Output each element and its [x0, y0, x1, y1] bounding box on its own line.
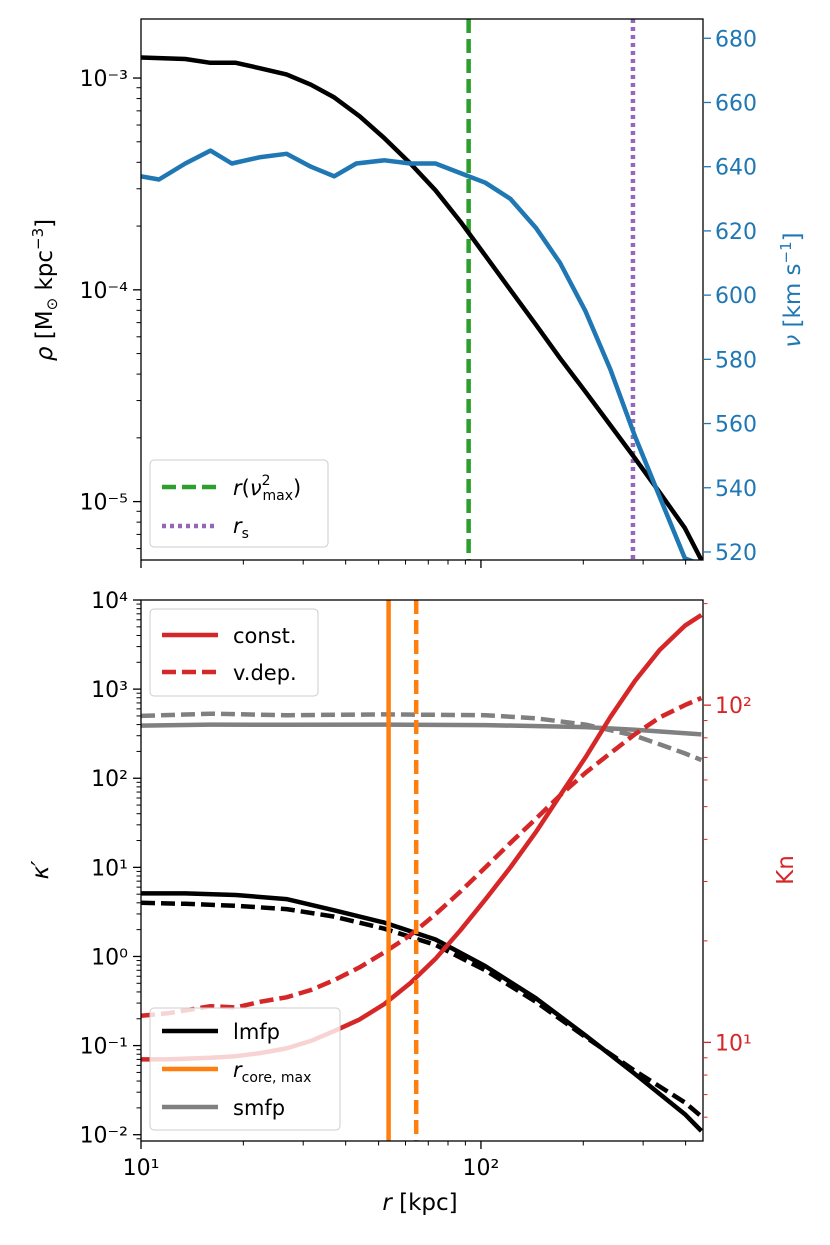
bottom-y2-ticks: 10¹ 10² [703, 603, 752, 1118]
legend-label-smfp: smfp [233, 1096, 285, 1120]
top-y2-tick-label: 680 [715, 27, 757, 52]
top-y2label: ν [km s−1] [777, 232, 806, 347]
top-y-tick-label: 10⁻⁵ [80, 491, 128, 516]
smfp-v-dep-line [141, 711, 703, 763]
bottom-y-tick-label: 10⁻¹ [80, 1035, 128, 1060]
x-axis-label: r [kpc] [382, 1190, 457, 1216]
bottom-ylabel: κ′ [28, 860, 54, 880]
bottom-y-ticks: 10⁴ 10³ 10² 10¹ 10⁰ 10⁻¹ 10⁻² [80, 589, 141, 1149]
bottom-panel: 10¹ 10² 10⁴ 10³ 10² 10¹ 10⁰ 10⁻¹ 10⁻² 10¹ 10² κ′… [28, 589, 799, 1216]
top-y2-tick-label: 660 [715, 91, 757, 116]
bottom-legend-mfp: lmfp rcore, max smfp [149, 1007, 341, 1131]
legend-label-rcore: rcore, max [233, 1058, 311, 1086]
bottom-x-ticks: 10¹ 10² [123, 1141, 687, 1181]
bottom-y2label: Kn [773, 855, 799, 885]
smfp-const-line [141, 722, 702, 737]
top-y2-tick-label: 620 [715, 220, 757, 245]
top-y-ticks: 10⁻³ 10⁻⁴ 10⁻⁵ [80, 67, 141, 550]
top-y2-tick-label: 540 [715, 477, 757, 502]
top-y2-tick-label: 600 [715, 284, 757, 309]
top-y2-tick-label: 520 [715, 541, 757, 566]
legend-label-const: const. [233, 624, 297, 648]
top-y2-tick-label: 640 [715, 156, 757, 181]
bottom-legend-kn: const. v.dep. [149, 608, 319, 697]
bottom-legend-mfp-frame [149, 1007, 341, 1131]
top-y-tick-label: 10⁻⁴ [80, 279, 129, 304]
top-panel: 10⁻³ 10⁻⁴ 10⁻⁵ 520 540 560 580 600 620 640 660 680… [29, 18, 806, 568]
bottom-y-tick-label: 10⁻² [80, 1124, 128, 1149]
kn-v-dep-line [141, 695, 703, 1018]
top-x-ticks [140, 560, 687, 568]
x-tick-label: 10² [463, 1156, 500, 1181]
top-y2-ticks: 520 540 560 580 600 620 640 660 680 [703, 27, 757, 566]
bottom-y-tick-label: 10⁴ [91, 589, 128, 614]
x-tick-label: 10¹ [123, 1156, 160, 1181]
bottom-y-tick-label: 10³ [91, 678, 128, 703]
bottom-y2-tick-label: 10² [715, 694, 752, 719]
legend-label-rs: rs [233, 514, 249, 542]
top-y-tick-label: 10⁻³ [80, 67, 128, 92]
top-y2-tick-label: 560 [715, 413, 757, 438]
bottom-y-tick-label: 10⁰ [91, 945, 128, 970]
legend-label-rv: r(ν2 max) [233, 473, 301, 504]
top-ylabel: ρ [M⊙ kpc−3] [29, 219, 61, 361]
lmfp-const-line [141, 891, 703, 1133]
bottom-y-tick-label: 10¹ [91, 856, 128, 881]
bottom-y-tick-label: 10² [91, 767, 128, 792]
density-line [141, 55, 703, 560]
top-y2-tick-label: 580 [715, 348, 757, 373]
velocity-dispersion-line [141, 148, 696, 560]
legend-label-lmfp: lmfp [233, 1020, 280, 1044]
legend-label-vdep: v.dep. [233, 661, 297, 685]
top-legend: r(ν2 max) rs [149, 459, 329, 548]
bottom-y2-tick-label: 10¹ [715, 1031, 752, 1056]
bottom-axes-frame [140, 599, 704, 1142]
